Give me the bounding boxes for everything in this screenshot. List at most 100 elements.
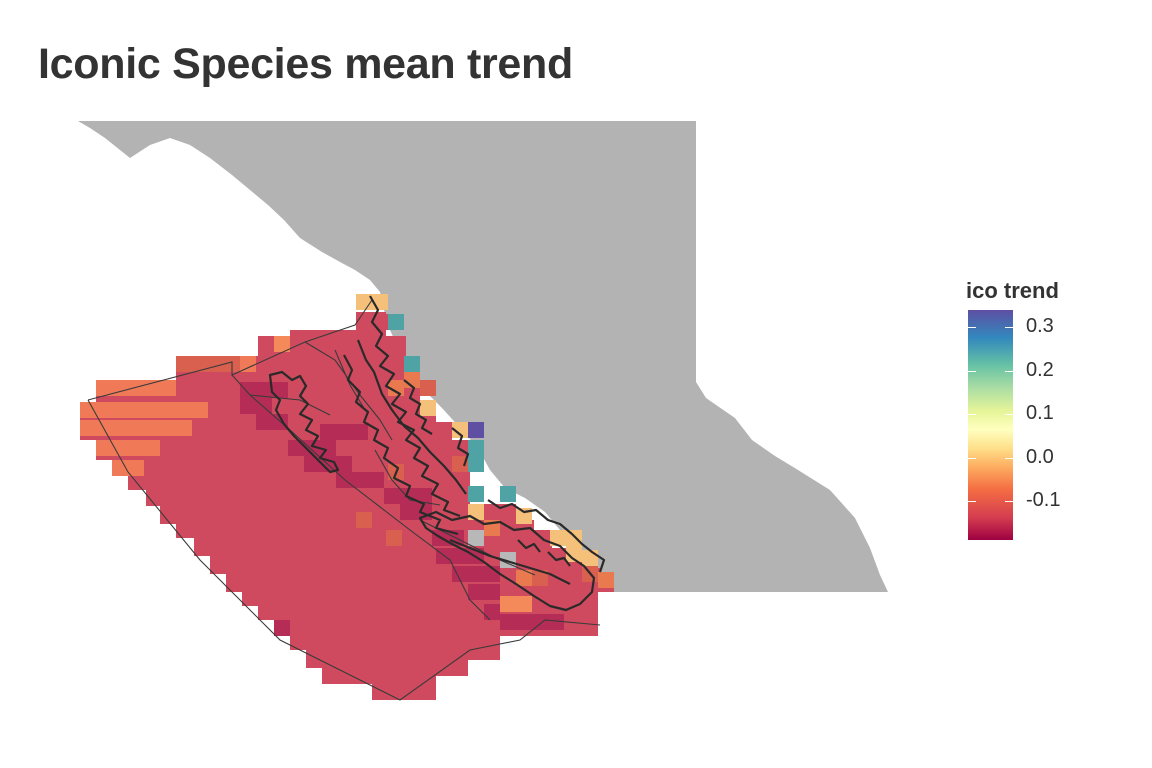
legend-tick-mark [1005,457,1013,459]
grid-cell [304,456,320,472]
grid-cell [112,402,128,418]
grid-cell [598,572,614,588]
grid-cell [112,380,128,396]
grid-cell [258,336,274,352]
grid-cell [112,420,128,436]
grid-cell [368,472,384,488]
legend-tick-mark [1005,500,1013,502]
grid-cell [128,380,144,396]
grid-cell [128,402,144,418]
grid-cell [208,356,224,372]
legend-tick-mark [1005,327,1013,329]
island-cluster-2 [451,427,470,467]
island-cluster-1 [403,379,433,435]
haida-gwaii-coast [268,370,340,474]
grid-cell [500,614,516,630]
grid-cell [160,402,176,418]
grid-cell [452,422,468,438]
ocean-region-fill [80,312,614,700]
grid-cell [468,422,484,438]
grid-cell [386,530,402,546]
grid-cell [356,314,372,330]
outer-boundary [87,299,601,701]
grid-cell [484,584,500,600]
shelf-boundary [231,374,491,621]
vancouver-island-coast [418,510,596,612]
grid-cell [160,420,176,436]
sub-boundary-3 [374,449,441,506]
grid-cell [80,402,96,418]
legend-tick-label: 0.2 [1026,358,1054,381]
grid-cell [272,382,288,398]
grid-cell [240,398,256,414]
grid-cell [416,488,432,504]
grid-cell [468,530,484,546]
mainland-fjords-mid [343,354,459,536]
grid-cell [96,402,112,418]
legend-title: ico trend [966,278,1059,303]
grid-cell [516,596,532,612]
grid-cell [144,420,160,436]
legend-tick-label: -0.1 [1026,488,1061,511]
grid-cell [240,356,256,372]
coastline [268,295,606,612]
grid-cell [452,566,468,582]
grid-cell [192,356,208,372]
grid-cell [516,614,532,630]
grid-cell [176,356,192,372]
grid-cell [452,456,468,472]
grid-cells [80,294,614,636]
grid-cell [96,440,112,456]
grid-cell [256,398,272,414]
grid-cell [420,380,436,396]
grid-cell [468,584,484,600]
inner-channels [356,339,467,495]
legend-tick-mark [968,457,976,459]
sub-boundary-1 [304,341,393,441]
legend-tick-mark [968,414,976,416]
grid-cell [356,512,372,528]
grid-cell [452,548,468,564]
map-title: Iconic Species mean trend [38,40,573,88]
grid-cell [144,402,160,418]
grid-cell [500,486,516,502]
grid-cell [160,380,176,396]
mainland-fjords-north [369,295,461,518]
grid-cell [516,570,532,586]
grid-cell [550,530,566,546]
legend-tick-label: 0.0 [1026,445,1054,468]
grid-cell [176,420,192,436]
legend-tick-label: 0.1 [1026,402,1054,425]
grid-cell [128,460,144,476]
grid-cell [468,440,484,456]
southern-islands [517,539,571,567]
grid-cell [288,440,304,456]
legend-tick-mark [968,370,976,372]
grid-cell [468,456,484,472]
grid-cell [420,400,436,416]
legend-tick-mark [1005,370,1013,372]
grid-cell [532,614,548,630]
grid-cell [566,530,582,546]
grid-cell [484,604,500,620]
land-mass [78,121,888,592]
grid-cell [176,402,192,418]
legend-tick-mark [968,500,976,502]
grid-cell [320,424,336,440]
grid-cell [468,566,484,582]
grid-cell [500,596,516,612]
grid-cell [352,472,368,488]
grid-cell [304,440,320,456]
grid-cell [112,440,128,456]
grid-cell [128,420,144,436]
grid-cell [144,380,160,396]
southern-fjords [487,499,606,573]
grid-cell [274,336,290,352]
grid-cell [240,382,256,398]
grid-cell [80,420,96,436]
grid-cell [532,570,548,586]
sub-boundary-2 [334,349,366,411]
grid-cell [566,546,582,562]
grid-cell [256,382,272,398]
